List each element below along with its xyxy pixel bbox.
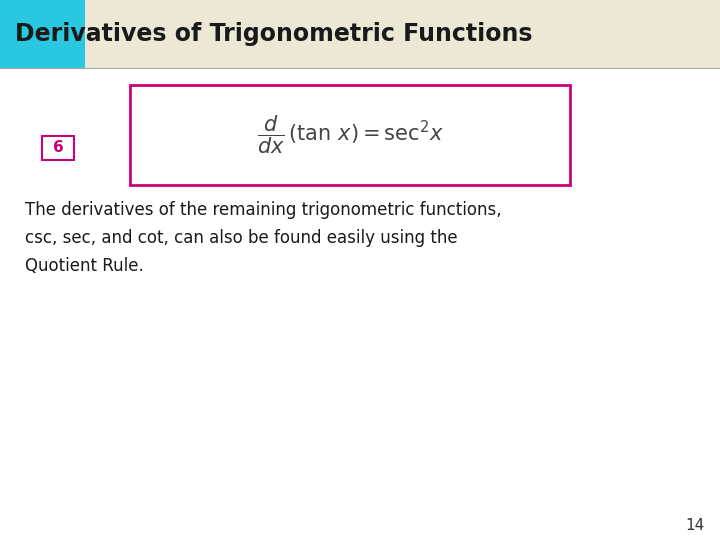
Text: The derivatives of the remaining trigonometric functions,: The derivatives of the remaining trigono…: [25, 201, 502, 219]
Text: Quotient Rule.: Quotient Rule.: [25, 257, 144, 275]
Bar: [130, 85, 570, 185]
Bar: [0, 0, 720, 68]
Bar: [42, 136, 74, 160]
Text: 14: 14: [685, 517, 705, 532]
Text: 6: 6: [53, 140, 63, 156]
Text: Derivatives of Trigonometric Functions: Derivatives of Trigonometric Functions: [15, 22, 533, 46]
Text: csc, sec, and cot, can also be found easily using the: csc, sec, and cot, can also be found eas…: [25, 229, 458, 247]
Bar: [0, 0, 85, 68]
Text: $\dfrac{d}{dx}\,(\tan\,x) = \sec^2\!x$: $\dfrac{d}{dx}\,(\tan\,x) = \sec^2\!x$: [256, 114, 444, 156]
